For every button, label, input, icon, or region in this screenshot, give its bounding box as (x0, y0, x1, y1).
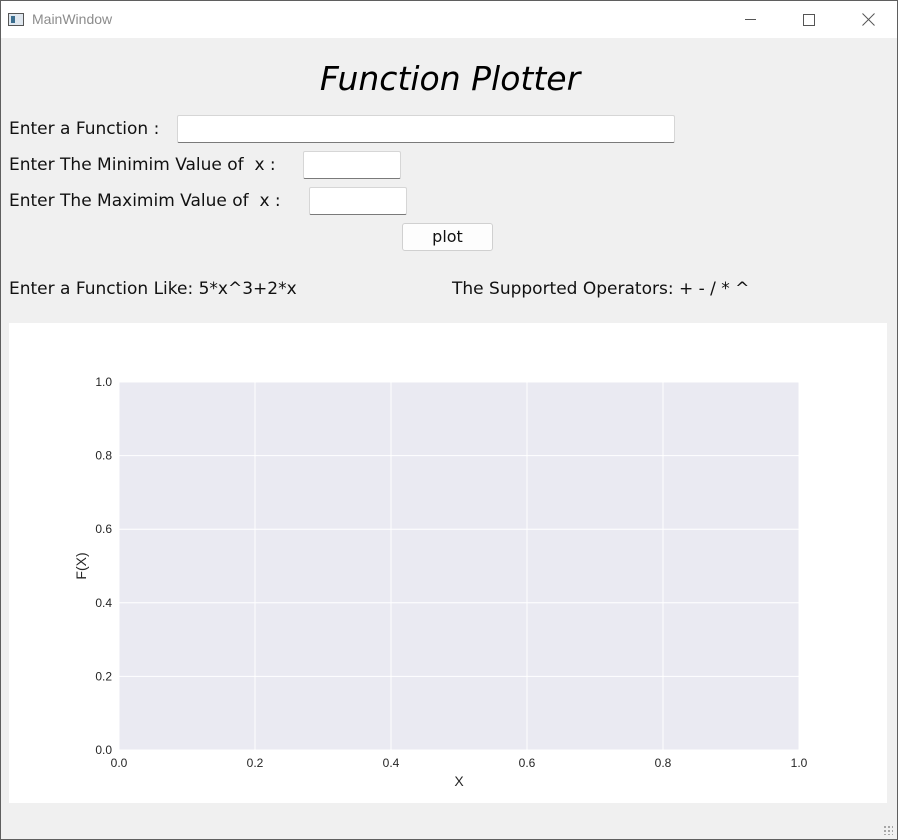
supported-operators-hint: The Supported Operators: + - / * ^ (452, 279, 750, 299)
title-bar[interactable]: MainWindow (1, 1, 897, 38)
x-tick-label: 0.4 (383, 756, 400, 770)
y-tick-label: 0.8 (95, 449, 112, 463)
x-tick-label: 0.6 (519, 756, 536, 770)
x-tick-label: 0.0 (111, 756, 128, 770)
max-x-label: Enter The Maximim Value of x : (9, 191, 281, 211)
plot-canvas[interactable]: 0.0 0.2 0.4 0.6 0.8 1.0 0.0 0.2 0.4 0.6 0.8 1.0 X F(X… (9, 323, 887, 803)
maximize-button[interactable] (780, 1, 838, 38)
close-button[interactable] (839, 1, 897, 38)
y-tick-label: 0.4 (95, 596, 112, 610)
function-chart: 0.0 0.2 0.4 0.6 0.8 1.0 0.0 0.2 0.4 0.6 0.8 1.0 X F(X… (73, 375, 808, 789)
maximize-icon (803, 13, 815, 26)
page-title: Function Plotter (319, 59, 581, 98)
y-tick-label: 0.0 (95, 743, 112, 757)
y-tick-label: 0.2 (95, 669, 112, 683)
minimize-button[interactable] (721, 1, 779, 38)
min-x-label: Enter The Minimim Value of x : (9, 155, 276, 175)
x-tick-label: 0.2 (247, 756, 264, 770)
function-example-hint: Enter a Function Like: 5*x^3+2*x (9, 279, 297, 299)
x-tick-label: 1.0 (791, 756, 808, 770)
x-axis-label: X (454, 773, 464, 789)
max-x-input[interactable] (309, 187, 407, 215)
app-window-icon (8, 13, 24, 26)
resize-grip-icon[interactable] (883, 825, 893, 835)
y-tick-label: 0.6 (95, 522, 112, 536)
minimize-icon (744, 18, 756, 20)
y-tick-label: 1.0 (95, 375, 112, 389)
plot-area (119, 382, 799, 750)
y-axis-label: F(X) (73, 552, 89, 579)
function-input[interactable] (177, 115, 675, 143)
function-label: Enter a Function : (9, 119, 160, 139)
close-icon (861, 13, 875, 26)
window-title: MainWindow (32, 11, 113, 27)
min-x-input[interactable] (303, 151, 401, 179)
plot-button[interactable]: plot (402, 223, 493, 251)
x-tick-label: 0.8 (655, 756, 672, 770)
